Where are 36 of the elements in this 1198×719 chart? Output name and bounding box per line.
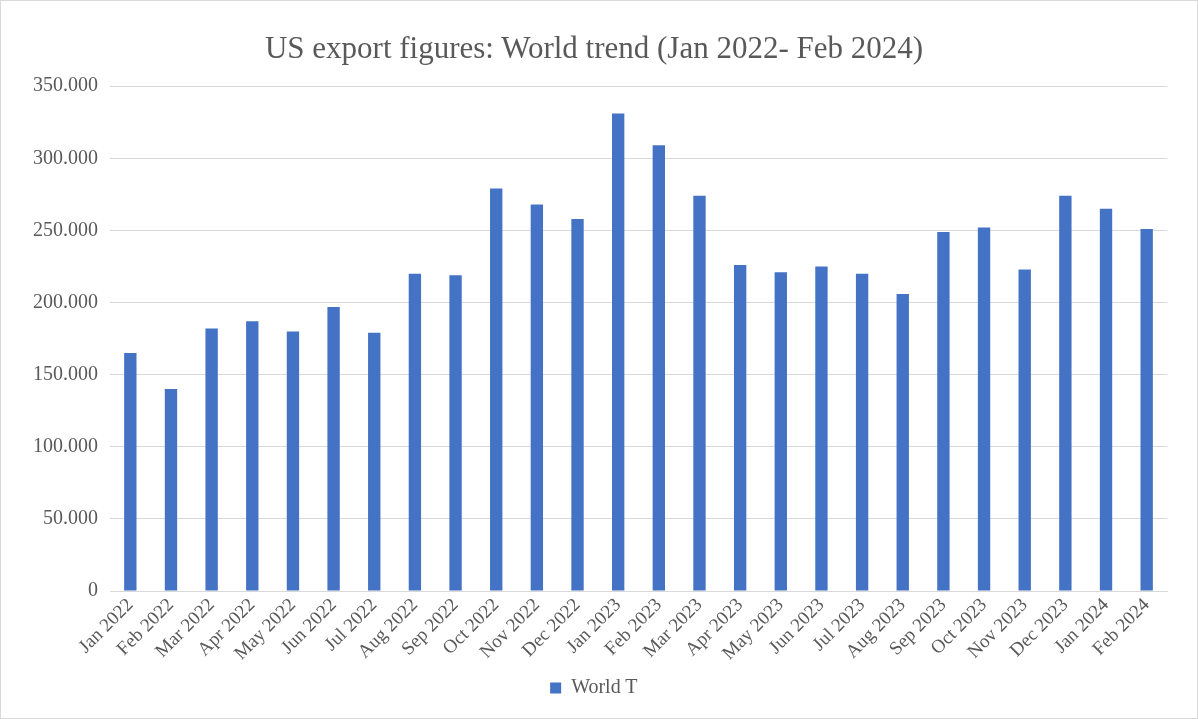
y-tick-label: 200.000: [33, 289, 98, 312]
y-tick-label: 50.000: [43, 506, 98, 529]
bar: [246, 321, 259, 591]
bar: [855, 273, 869, 591]
chart-title: US export figures: World trend (Jan 2022- Feb 2024): [264, 29, 924, 65]
bar: [205, 328, 218, 591]
bar: [611, 113, 625, 591]
bar: [449, 275, 462, 591]
y-tick-label: 0: [88, 578, 98, 601]
bar: [937, 231, 950, 591]
bar: [693, 195, 706, 591]
bar: [124, 353, 137, 591]
y-tick-label: 300.000: [33, 145, 98, 168]
bar: [164, 389, 178, 591]
bar: [1099, 208, 1113, 591]
y-tick-label: 350.000: [33, 73, 98, 96]
bar: [774, 272, 787, 591]
bar: [815, 266, 828, 591]
bar: [652, 145, 666, 591]
y-tick-label: 100.000: [33, 434, 98, 457]
bar: [530, 204, 544, 591]
bar: [286, 331, 300, 591]
bar: [368, 332, 381, 591]
bar: [327, 306, 340, 591]
legend-label: World T: [571, 675, 638, 698]
bar: [733, 265, 747, 591]
bar: [1059, 195, 1072, 591]
bar: [490, 188, 503, 591]
y-tick-label: 150.000: [33, 361, 98, 384]
y-tick-label: 250.000: [33, 217, 98, 240]
bar: [1140, 228, 1153, 591]
bar: [408, 273, 422, 591]
bar: [977, 227, 991, 591]
bar: [571, 218, 584, 591]
bar: [896, 293, 909, 591]
bar: [1018, 269, 1031, 591]
